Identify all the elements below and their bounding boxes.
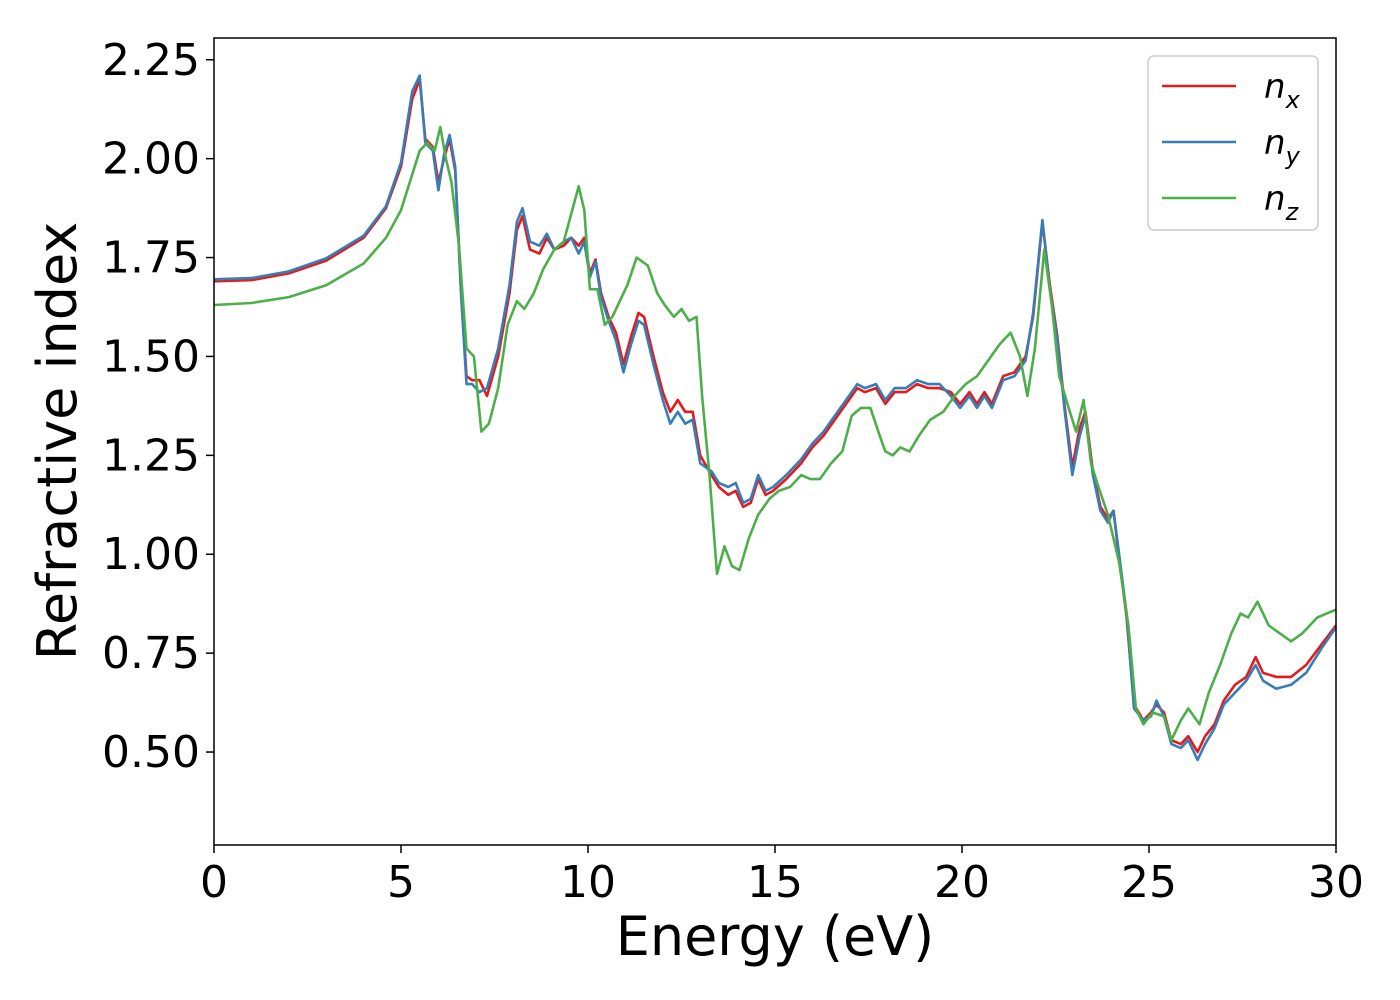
- legend-label-z: nz: [1264, 179, 1300, 226]
- y-tick-label: 0.50: [102, 727, 200, 778]
- legend-label-x: nx: [1264, 67, 1301, 114]
- y-tick-label: 0.75: [102, 628, 200, 679]
- x-tick-label: 30: [1308, 857, 1364, 908]
- x-tick-label: 0: [200, 857, 228, 908]
- y-tick-label: 1.00: [102, 529, 200, 580]
- x-axis-ticks: 0 5 10 15 20 25 30: [200, 845, 1364, 908]
- y-tick-label: 1.50: [102, 331, 200, 382]
- y-tick-label: 1.25: [102, 430, 200, 481]
- x-tick-label: 10: [560, 857, 616, 908]
- y-axis-label: Refractive index: [26, 222, 89, 661]
- x-axis-label: Energy (eV): [616, 905, 935, 968]
- series-line-z: [213, 125, 1337, 742]
- y-tick-label: 2.25: [102, 35, 200, 86]
- x-tick-label: 25: [1121, 857, 1177, 908]
- x-tick-label: 15: [747, 857, 803, 908]
- y-tick-label: 2.00: [102, 134, 200, 185]
- x-tick-label: 5: [387, 857, 415, 908]
- x-tick-label: 20: [934, 857, 990, 908]
- y-axis-ticks: 0.50 0.75 1.00 1.25 1.50 1.75 2.00 2.25: [102, 35, 214, 778]
- legend-label-y: ny: [1264, 123, 1301, 170]
- legend: nx ny nz: [1147, 55, 1319, 231]
- y-tick-label: 1.75: [102, 233, 200, 284]
- plot-lines: [213, 74, 1338, 762]
